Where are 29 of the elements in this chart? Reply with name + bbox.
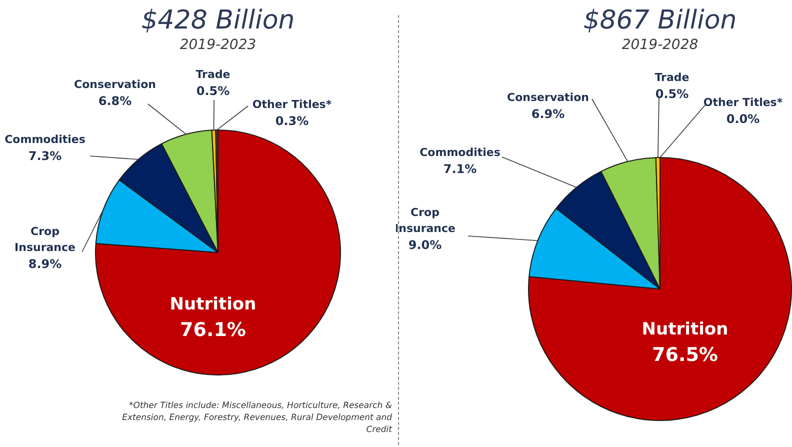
data-label: 0.3% xyxy=(275,114,309,128)
slice-label: Crop Insurance xyxy=(14,224,76,254)
slice-label: Crop Insurance xyxy=(394,206,456,235)
slice-label: Other Titles* xyxy=(252,98,332,111)
data-label: 8.9% xyxy=(28,257,62,272)
slice-label: Nutrition xyxy=(170,294,256,314)
slice-label: Commodities xyxy=(4,132,86,146)
data-label: 0.5% xyxy=(655,87,689,102)
slice-label: Trade xyxy=(196,68,230,81)
text: 0.0% xyxy=(726,112,760,126)
chart-title: $867 Billion xyxy=(583,5,737,36)
text: *Other Titles include: Miscellaneous, Horticulture, Research & Extension, Energy, Forestry, Revenues, Rural Development and Credit xyxy=(121,400,392,436)
chart-subtitle: 2019-2028 xyxy=(622,37,698,54)
slice-label: Conservation xyxy=(74,78,156,91)
data-label: 9.0% xyxy=(408,238,442,252)
slice-label: Trade xyxy=(654,70,690,84)
category-label: Other Titles* xyxy=(703,96,783,109)
data-label: 7.3% xyxy=(28,149,62,164)
data-label: 76.1% xyxy=(180,318,246,341)
data-label: 76.5% xyxy=(652,344,718,366)
chart-subtitle: 2019-2023 xyxy=(180,37,256,54)
slice-label: Commodities xyxy=(420,146,501,159)
slice-label: Nutrition xyxy=(642,319,728,340)
data-label: 6.9% xyxy=(531,107,565,122)
slice-label: Conservation xyxy=(507,90,589,104)
chart-title: $428 Billion xyxy=(141,5,295,36)
data-label: 0.5% xyxy=(196,84,230,98)
data-label: 6.8% xyxy=(98,94,132,108)
data-label: 7.1% xyxy=(443,162,477,176)
